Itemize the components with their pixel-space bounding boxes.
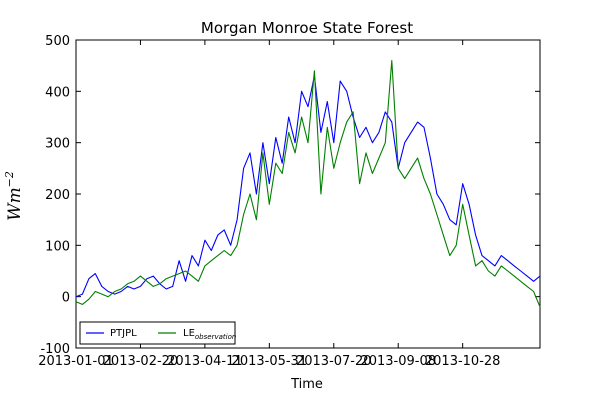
y-axis-label: Wm−2: [3, 171, 25, 221]
legend-label-le-subscript: observation: [195, 333, 236, 341]
y-tick-label: 300: [45, 137, 70, 152]
series-line-ptjpl: [75, 75, 541, 298]
legend: PTJPL LEobservation: [79, 321, 236, 345]
series-line-le: [75, 59, 541, 308]
x-axis: 2013-01-012013-02-202013-04-112013-05-31…: [38, 40, 500, 369]
y-tick-label: 100: [45, 239, 70, 254]
x-tick-label: 2013-02-20: [103, 354, 179, 369]
x-tick-label: 2013-09-08: [360, 354, 436, 369]
x-tick-label: 2013-05-31: [232, 354, 308, 369]
legend-label-le-group: LEobservation: [183, 328, 236, 341]
series-lines: [75, 59, 541, 308]
y-tick-label: -100: [40, 342, 70, 357]
legend-box: [79, 321, 236, 345]
y-tick-label: 500: [45, 34, 70, 49]
y-tick-label: 0: [62, 291, 70, 306]
x-axis-label: Time: [290, 377, 323, 392]
plot-area: [75, 39, 541, 349]
x-tick-label: 2013-04-11: [167, 354, 243, 369]
x-tick-label: 2013-01-01: [38, 354, 114, 369]
x-tick-label: 2013-07-20: [296, 354, 372, 369]
svg-text:Wm−2: Wm−2: [3, 171, 25, 221]
legend-label-ptjpl: PTJPL: [110, 328, 137, 339]
y-tick-label: 400: [45, 85, 70, 100]
y-axis-label-base: Wm: [5, 187, 25, 221]
x-tick-label: 2013-10-28: [425, 354, 501, 369]
y-axis-label-exponent: −2: [3, 171, 16, 187]
y-tick-label: 200: [45, 188, 70, 203]
chart-title: Morgan Monroe State Forest: [201, 19, 413, 37]
y-axis: -100 0 100 200 300 400 500: [40, 34, 540, 357]
legend-label-le: LE: [183, 328, 195, 339]
